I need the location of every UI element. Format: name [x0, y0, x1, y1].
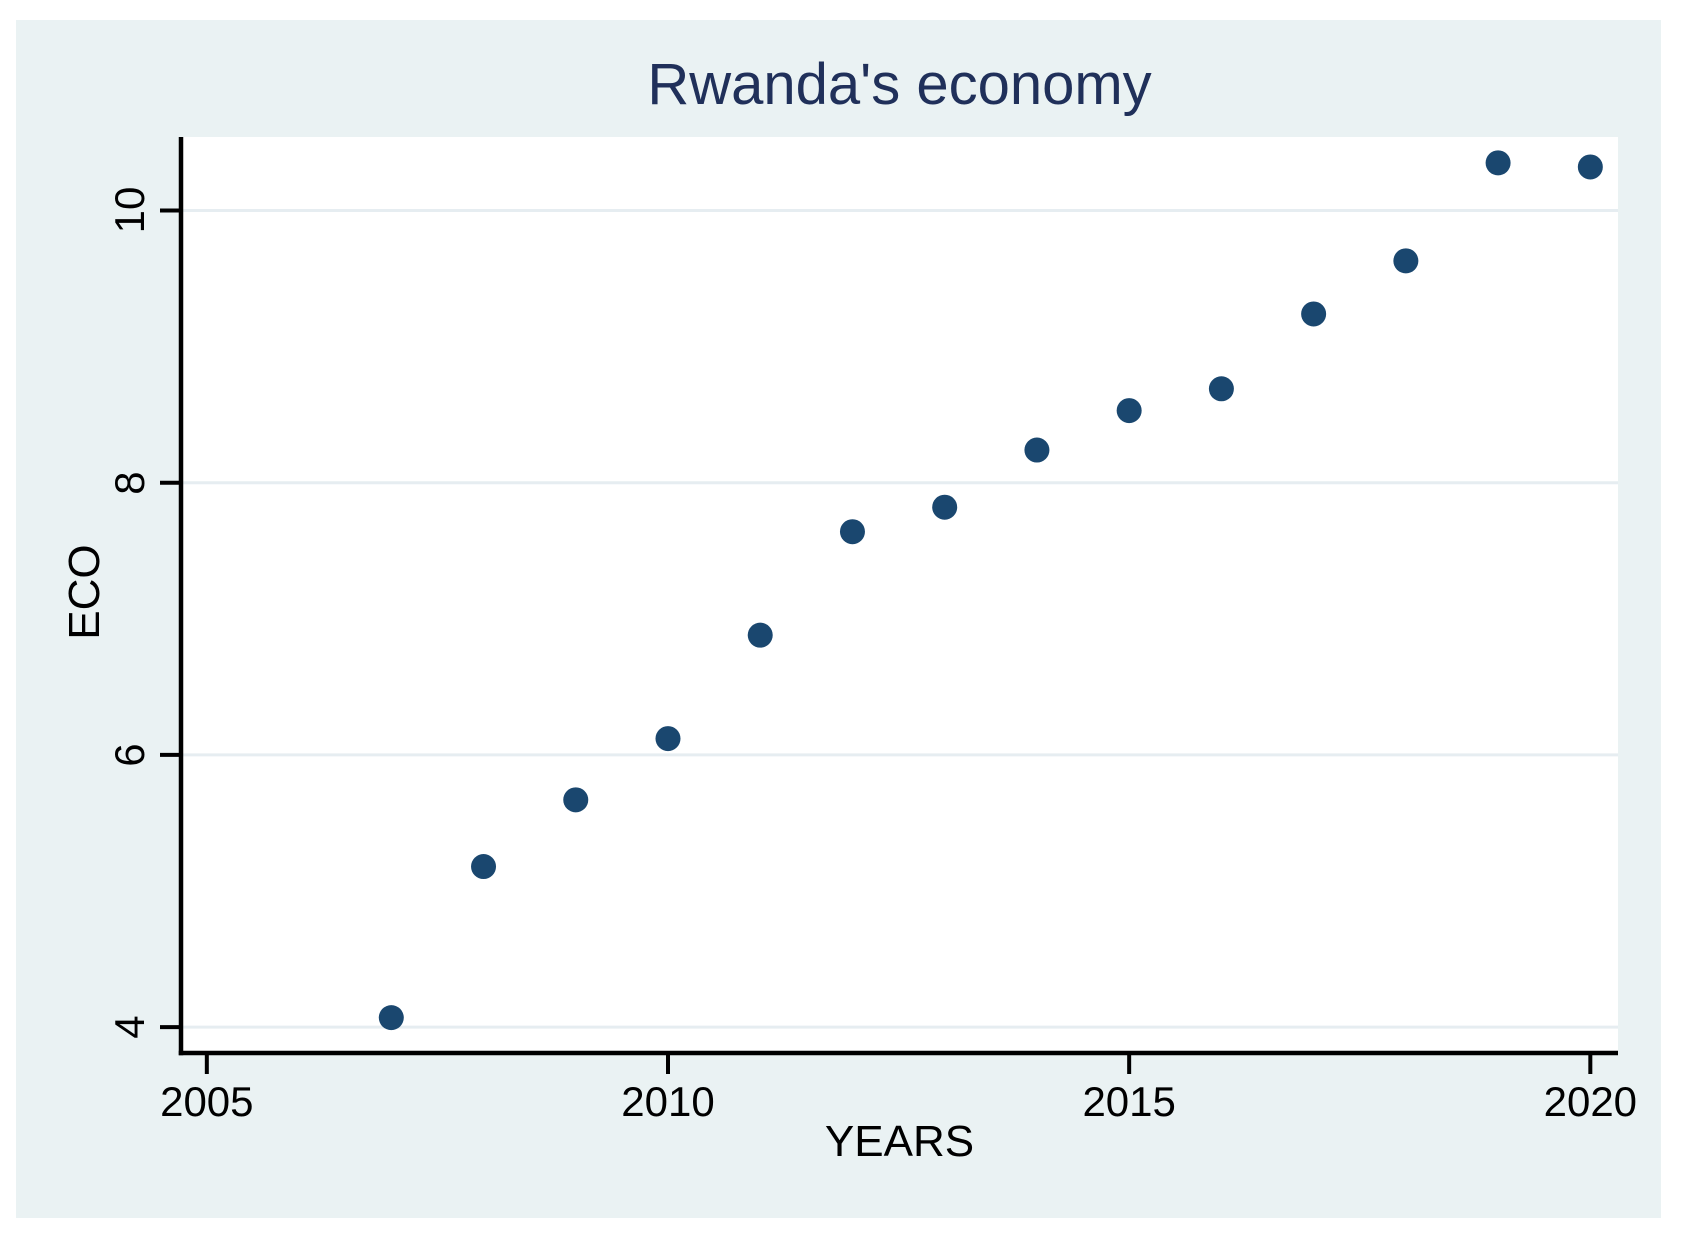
data-point [1116, 398, 1142, 424]
x-tick-label: 2010 [621, 1078, 715, 1125]
data-point [378, 1005, 404, 1031]
data-point [1208, 376, 1234, 402]
data-point [839, 519, 865, 545]
data-point [1301, 301, 1327, 327]
data-point [471, 854, 497, 880]
data-point [1393, 248, 1419, 274]
x-tick-label: 2015 [1082, 1078, 1176, 1125]
data-point [932, 494, 958, 520]
y-tick-label: 10 [106, 187, 153, 234]
data-point [1577, 154, 1603, 180]
graph-panel: Rwanda's economy ECO YEARS 4 6 8 10 2005 2010… [16, 20, 1661, 1218]
plot-background [181, 137, 1618, 1053]
chart-title: Rwanda's economy [647, 52, 1152, 117]
x-tick-label: 2020 [1543, 1078, 1638, 1125]
data-point [655, 726, 681, 752]
data-point [563, 787, 589, 813]
x-tick-label: 2005 [160, 1078, 254, 1125]
y-tick-label: 8 [106, 471, 153, 495]
y-tick-label: 6 [106, 743, 153, 767]
x-axis-title: YEARS [824, 1117, 975, 1166]
data-point [1024, 437, 1050, 463]
data-point [1485, 150, 1511, 176]
data-point [747, 622, 773, 648]
y-axis-title: ECO [60, 544, 109, 640]
